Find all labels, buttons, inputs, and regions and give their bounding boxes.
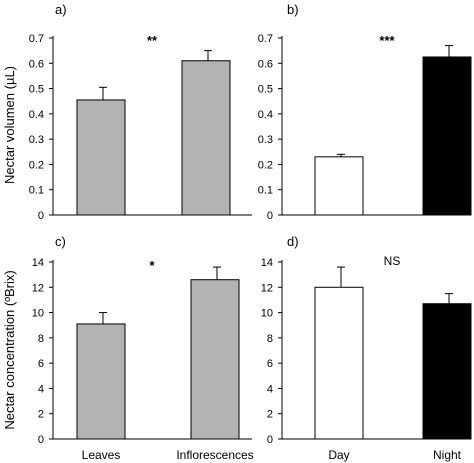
y-tick-label: 6 [38,358,44,370]
panel-label: b) [287,2,299,17]
y-tick-label: 0.1 [29,185,44,197]
y-tick-label: 0.6 [29,58,44,70]
panel-4: d) 0 2 4 6 8 10 12 14 Day Night NS [261,234,472,462]
y-tick-label: 0.5 [29,84,44,96]
y-tick-label: 0.2 [258,159,273,171]
y-tick-label: 2 [38,409,44,421]
y-axis-title-concentration: Nectar concentration (ºBrix) [2,270,17,429]
y-tick-label: 0.4 [29,109,44,121]
y-tick-label: 0.7 [258,33,273,45]
y-tick-label: 0.2 [29,159,44,171]
y-tick-label: 10 [261,308,273,320]
category-label: Night [433,448,462,462]
panels: a) 0 0.1 0.2 0.3 0.4 0.5 0.6 0.7 ** b) 0 0.1 0.2 0.3 0.… [29,2,472,462]
y-tick-label: 4 [38,383,44,395]
panel-1: a) 0 0.1 0.2 0.3 0.4 0.5 0.6 0.7 ** [29,2,252,222]
y-tick-label: 6 [267,358,273,370]
y-tick-label: 12 [261,282,273,294]
y-tick-label: 10 [32,308,44,320]
panel-label: a) [55,2,67,17]
panel-3: c) 0 2 4 6 8 10 12 14 Leaves Inflorescences * [32,234,254,462]
y-tick-label: 0.6 [258,58,273,70]
significance-label: ** [147,33,158,48]
y-tick-label: 8 [38,333,44,345]
panel-label: c) [55,234,66,249]
y-tick-label: 0.5 [258,84,273,96]
y-tick-label: 4 [267,383,273,395]
y-tick-label: 0 [267,434,273,446]
y-tick-label: 8 [267,333,273,345]
y-tick-label: 0 [267,210,273,222]
bar [314,156,364,216]
significance-label: * [149,258,155,273]
panel-label: d) [287,234,299,249]
y-tick-label: 14 [32,257,44,269]
bar [190,279,240,440]
significance-label: NS [384,254,401,268]
panel-2: b) 0 0.1 0.2 0.3 0.4 0.5 0.6 0.7 *** [258,2,472,222]
y-tick-label: 2 [267,409,273,421]
category-label: Day [328,448,349,462]
y-tick-label: 0.1 [258,185,273,197]
y-axis-title-volume: Nectar volumen (µL) [2,66,17,184]
y-tick-label: 0 [38,434,44,446]
category-label: Leaves [82,448,121,462]
significance-label: *** [379,33,395,48]
y-tick-label: 0.3 [29,134,44,146]
y-tick-label: 0.4 [258,109,273,121]
bar [181,60,231,216]
bar [422,303,472,440]
y-tick-label: 0.7 [29,33,44,45]
y-tick-label: 14 [261,257,273,269]
y-tick-label: 0 [38,210,44,222]
bar [76,99,126,216]
y-tick-label: 12 [32,282,44,294]
bar [422,56,472,216]
bar [76,323,126,440]
category-label: Inflorescences [176,448,253,462]
bar [314,286,364,440]
y-tick-label: 0.3 [258,134,273,146]
